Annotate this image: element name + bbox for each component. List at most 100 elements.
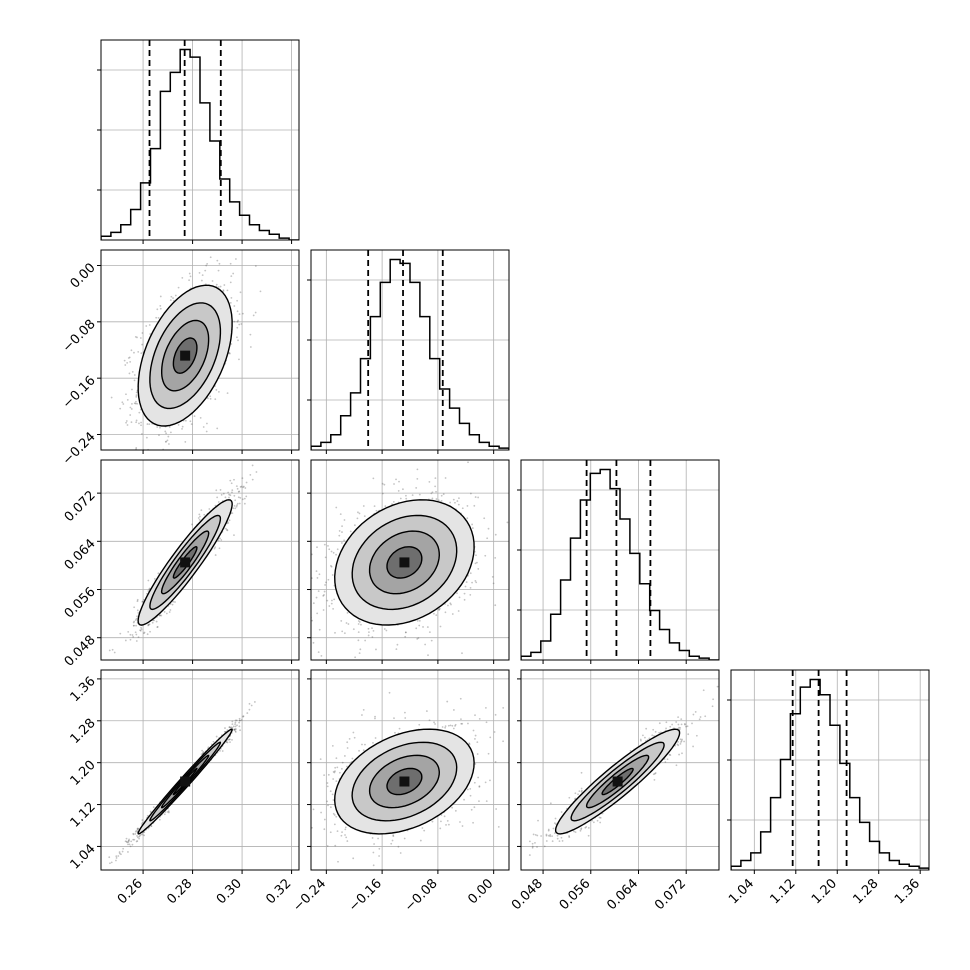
contour-line-1 [149,514,222,611]
sample-point [234,719,237,722]
sample-point [308,759,310,761]
sample-point [381,492,384,495]
sample-point [229,262,232,265]
panel-frame [520,669,720,871]
sample-point [143,831,146,834]
scatter-group [311,461,509,660]
sample-point [341,630,344,633]
sample-point [687,733,690,736]
sample-point [118,852,121,855]
sample-point [392,835,395,838]
sample-point [426,626,429,628]
contour-line-2 [161,319,210,392]
sample-point [438,608,440,611]
sample-point [473,806,476,809]
sample-point [322,609,325,611]
sample-point [447,604,449,607]
sample-point [418,493,421,496]
sample-point [168,426,171,428]
sample-point [163,611,166,613]
sample-point [269,431,271,433]
sample-point [587,826,590,829]
sample-point [233,534,235,537]
panel-2-2 [517,459,720,664]
sample-point [217,269,220,272]
sample-point [119,632,122,635]
sample-point [149,333,152,335]
sample-point [468,743,471,746]
sample-point [404,631,407,634]
sample-point [229,301,232,304]
sample-point [238,358,240,361]
sample-point [188,272,191,275]
sample-point [233,478,235,481]
sample-point [136,402,139,405]
sample-point [437,499,440,502]
sample-point [418,723,421,726]
sample-point [129,633,132,636]
sample-point [121,401,124,404]
sample-point [135,421,138,424]
sample-point [301,812,303,814]
sample-point [115,855,118,858]
sample-point [135,829,138,832]
sample-point [237,339,239,342]
sample-point [560,811,563,813]
density-peak [180,776,191,787]
sample-point [353,524,356,527]
sample-point [240,719,243,721]
sample-point [226,529,229,532]
sample-point [358,512,361,515]
panel-frame [730,669,930,871]
sample-point [471,527,474,529]
sample-point [217,286,220,288]
xtick-label: 0.26 [115,876,146,907]
sample-point [320,811,322,814]
sample-point [345,836,348,839]
sample-point [454,501,456,504]
sample-point [249,473,252,476]
sample-point [334,844,337,847]
sample-point [551,840,554,843]
sample-point [222,289,225,292]
sample-point [188,279,191,282]
sample-point [552,827,555,830]
sample-point [238,719,241,722]
xtick-label: 0.32 [263,876,294,907]
sample-point [138,837,141,840]
sample-point [531,842,534,845]
xtick-label: −0.24 [290,876,329,915]
sample-point [139,834,141,837]
sample-point [473,781,476,784]
sample-point [207,746,210,749]
sample-point [233,728,236,731]
sample-point [233,728,236,731]
sample-point [208,508,211,510]
sample-point [358,621,361,623]
sample-point [135,400,137,403]
sample-point [110,861,113,864]
sample-point [364,743,366,746]
contour-line-1 [351,741,458,822]
sample-point [393,717,395,720]
sample-point [126,361,129,364]
sample-point [704,715,707,718]
sample-point [241,498,244,501]
ytick-label: 1.36 [68,674,99,705]
contour-line-1 [149,302,222,410]
sample-point [137,827,140,830]
sample-point [651,734,654,737]
sample-point [547,828,550,831]
sample-point [404,711,406,714]
ytick-label: 0.064 [62,536,99,573]
sample-point [512,725,514,727]
ytick-label: 1.28 [68,716,99,747]
sample-point [238,721,241,724]
sample-point [686,725,689,728]
sample-point [228,493,231,496]
scatter-group [108,431,271,660]
sample-point [246,712,249,714]
sample-point [170,295,173,298]
sample-point [166,811,169,813]
